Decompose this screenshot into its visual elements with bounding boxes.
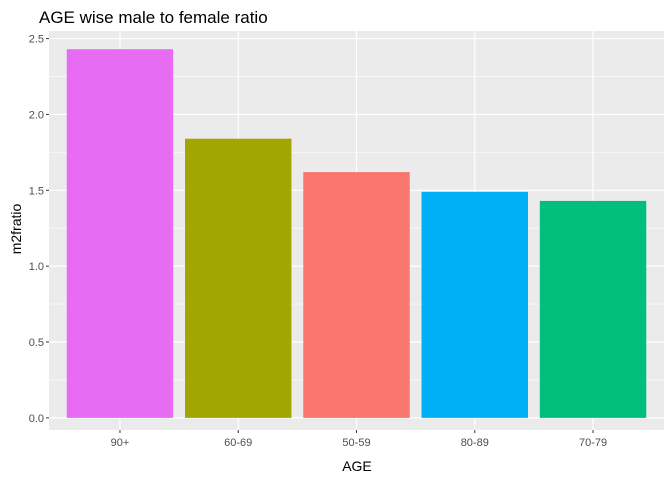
bars [66, 49, 647, 418]
bar-50-59 [303, 172, 410, 418]
y-tick-label: 0.0 [29, 413, 44, 425]
bar-60-69 [185, 138, 292, 418]
x-tick-label: 80-89 [461, 437, 489, 449]
y-tick-label: 1.5 [29, 185, 44, 197]
y-tick-label: 2.5 [29, 34, 44, 46]
bar-70-79 [539, 200, 647, 418]
bar-90+ [66, 49, 174, 418]
chart-title: AGE wise male to female ratio [39, 8, 268, 27]
x-tick-label: 50-59 [342, 437, 370, 449]
y-tick-label: 1.0 [29, 261, 44, 273]
x-tick-label: 70-79 [579, 437, 607, 449]
y-axis: 0.0 0.5 1.0 1.5 2.0 2.5 [29, 34, 49, 425]
y-axis-title: m2fratio [8, 204, 24, 255]
x-tick-label: 90+ [111, 437, 130, 449]
x-axis: 90+ 60-69 50-59 80-89 70-79 [111, 430, 607, 449]
x-tick-label: 60-69 [224, 437, 252, 449]
y-tick-label: 2.0 [29, 109, 44, 121]
y-tick-label: 0.5 [29, 337, 44, 349]
bar-80-89 [421, 191, 528, 418]
x-axis-title: AGE [342, 458, 372, 474]
